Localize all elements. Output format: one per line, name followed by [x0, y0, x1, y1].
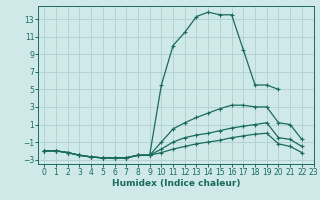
X-axis label: Humidex (Indice chaleur): Humidex (Indice chaleur) [112, 179, 240, 188]
